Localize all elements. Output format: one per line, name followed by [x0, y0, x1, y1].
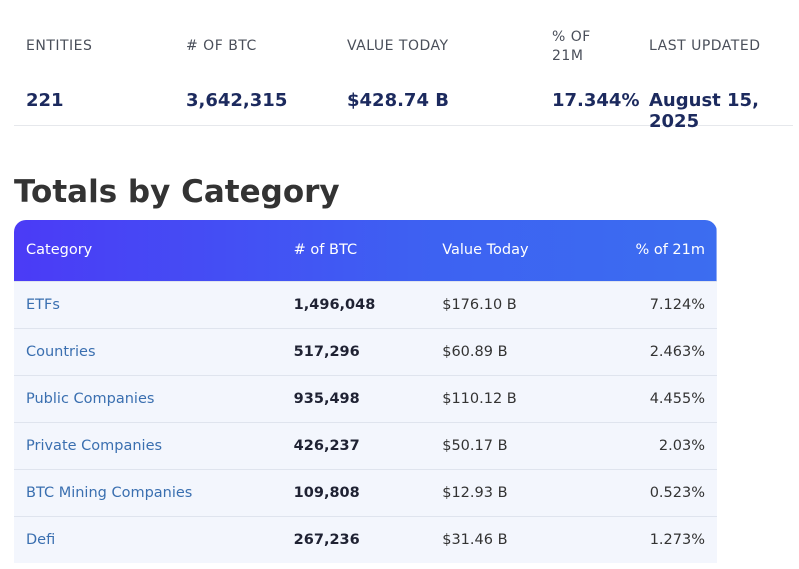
- category-link[interactable]: Private Companies: [26, 437, 163, 454]
- column-header[interactable]: Category: [26, 242, 93, 259]
- table-cell: 517,296: [293, 343, 360, 360]
- column-header[interactable]: # of BTC: [293, 242, 358, 259]
- category-link[interactable]: Public Companies: [26, 390, 155, 407]
- column-header[interactable]: Value Today: [442, 242, 529, 259]
- table-row: BTC Mining Companies 109,808 $12.93 B 0.523…: [14, 469, 717, 516]
- category-link[interactable]: BTC Mining Companies: [26, 484, 193, 501]
- summary-value: 221: [26, 90, 64, 111]
- summary-value: 3,642,315: [186, 90, 288, 111]
- table-cell: $50.17 B: [442, 437, 508, 454]
- summary-header: ENTITIES: [26, 38, 93, 54]
- category-table: Category # of BTC Value Today % of 21m ETFs…: [14, 220, 717, 563]
- table-cell: 426,237: [293, 437, 360, 454]
- table-cell: 2.03%: [658, 437, 705, 454]
- table-row: ETFs 1,496,048 $176.10 B 7.124%: [14, 281, 717, 328]
- table-cell: 109,808: [293, 484, 360, 501]
- table-cell: 2.463%: [649, 343, 705, 360]
- table-cell: 1.273%: [649, 531, 705, 548]
- table-cell: $31.46 B: [442, 531, 508, 548]
- table-cell: 7.124%: [649, 296, 705, 313]
- summary-header: % OF 21M: [552, 29, 591, 64]
- table-cell: $176.10 B: [442, 296, 517, 313]
- table-row: Public Companies 935,498 $110.12 B 4.455%: [14, 375, 717, 422]
- table-row: Defi 267,236 $31.46 B 1.273%: [14, 516, 717, 563]
- summary-header: # OF BTC: [186, 38, 257, 54]
- table-cell: $12.93 B: [442, 484, 508, 501]
- table-cell: 1,496,048: [293, 296, 376, 313]
- table-cell: 935,498: [293, 390, 360, 407]
- table-row: Countries 517,296 $60.89 B 2.463%: [14, 328, 717, 375]
- table-cell: $60.89 B: [442, 343, 508, 360]
- section-title: Totals by Category: [14, 174, 340, 210]
- summary-header: VALUE TODAY: [347, 38, 449, 54]
- table-row: Private Companies 426,237 $50.17 B 2.03%: [14, 422, 717, 469]
- category-link[interactable]: Defi: [26, 531, 56, 548]
- table-cell: $110.12 B: [442, 390, 517, 407]
- table-cell: 267,236: [293, 531, 360, 548]
- table-body: ETFs 1,496,048 $176.10 B 7.124% Countries 517…: [14, 281, 717, 563]
- summary-header: LAST UPDATED: [649, 38, 761, 54]
- summary-value: August 15, 2025: [649, 90, 759, 132]
- summary: ENTITIES 221 # OF BTC 3,642,315 VALUE TODAY $…: [14, 0, 793, 132]
- column-header[interactable]: % of 21m: [635, 242, 705, 259]
- summary-value: $428.74 B: [347, 90, 449, 111]
- table-header: Category # of BTC Value Today % of 21m: [14, 220, 717, 281]
- summary-value: 17.344%: [552, 90, 640, 111]
- table-cell: 4.455%: [649, 390, 705, 407]
- table-cell: 0.523%: [649, 484, 705, 501]
- category-link[interactable]: ETFs: [26, 296, 60, 313]
- category-link[interactable]: Countries: [26, 343, 96, 360]
